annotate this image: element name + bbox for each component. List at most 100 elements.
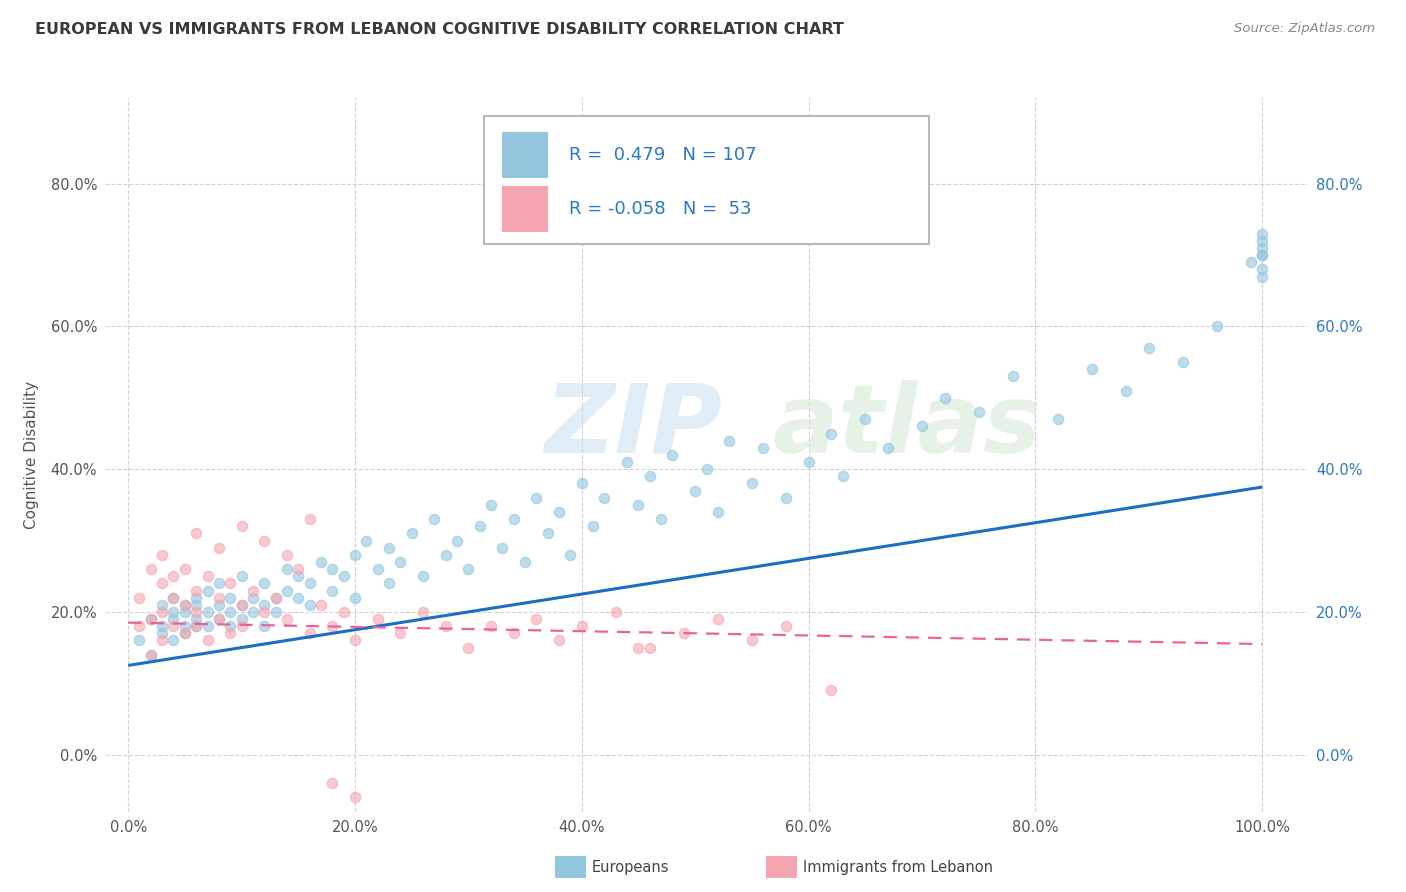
Point (253, 605, 276, 619)
Text: R =  0.479   N = 107: R = 0.479 N = 107 (569, 146, 756, 164)
Point (150, 548, 173, 562)
Point (853, 412, 876, 426)
Text: ZIP: ZIP (544, 380, 723, 473)
Point (457, 640, 479, 655)
Point (526, 612, 548, 626)
Point (775, 491, 797, 505)
Point (162, 591, 184, 605)
Point (253, 533, 276, 548)
Point (264, 591, 287, 605)
Point (276, 612, 298, 626)
Point (208, 576, 231, 591)
Point (367, 562, 389, 576)
Point (820, 683, 842, 698)
Point (128, 591, 150, 605)
Point (208, 598, 231, 612)
Point (208, 541, 231, 555)
Point (423, 512, 446, 526)
Point (309, 555, 332, 569)
Point (298, 626, 321, 640)
Point (627, 498, 650, 512)
Point (150, 619, 173, 633)
Point (231, 619, 253, 633)
Point (186, 619, 208, 633)
Point (526, 491, 548, 505)
Text: Immigrants from Lebanon: Immigrants from Lebanon (803, 860, 993, 874)
Point (219, 626, 242, 640)
Point (1251, 248, 1274, 262)
Point (343, 633, 366, 648)
Point (186, 612, 208, 626)
Point (1047, 412, 1070, 426)
Point (173, 598, 195, 612)
Point (128, 633, 150, 648)
Point (479, 619, 502, 633)
Point (173, 598, 195, 612)
Point (298, 576, 321, 591)
Point (1115, 384, 1137, 398)
Point (605, 605, 627, 619)
Point (650, 512, 672, 526)
Point (321, 776, 343, 790)
Point (1081, 362, 1104, 376)
Point (219, 591, 242, 605)
FancyBboxPatch shape (502, 132, 548, 178)
Point (173, 562, 195, 576)
Point (231, 598, 253, 612)
Point (309, 598, 332, 612)
Point (264, 605, 287, 619)
Point (186, 605, 208, 619)
Point (593, 491, 616, 505)
Point (162, 605, 184, 619)
Point (208, 612, 231, 626)
Point (173, 626, 195, 640)
Point (264, 591, 287, 605)
Point (186, 591, 208, 605)
Point (139, 562, 162, 576)
Point (672, 626, 695, 640)
Point (128, 619, 150, 633)
FancyBboxPatch shape (484, 116, 929, 244)
Point (356, 533, 378, 548)
Point (162, 619, 184, 633)
Point (548, 505, 571, 519)
Point (139, 648, 162, 662)
Point (242, 583, 264, 598)
Point (253, 619, 276, 633)
Point (571, 619, 593, 633)
Point (1251, 262, 1274, 277)
Y-axis label: Cognitive Disability: Cognitive Disability (24, 381, 39, 529)
Text: Source: ZipAtlas.com: Source: ZipAtlas.com (1234, 22, 1375, 36)
Point (378, 576, 401, 591)
Point (253, 576, 276, 591)
Point (537, 526, 560, 541)
Point (446, 533, 468, 548)
Point (479, 498, 502, 512)
Point (150, 633, 173, 648)
Point (162, 612, 184, 626)
Point (276, 548, 298, 562)
Text: R = -0.058   N =  53: R = -0.058 N = 53 (569, 200, 752, 218)
Point (741, 476, 763, 491)
Point (298, 598, 321, 612)
Text: EUROPEAN VS IMMIGRANTS FROM LEBANON COGNITIVE DISABILITY CORRELATION CHART: EUROPEAN VS IMMIGRANTS FROM LEBANON COGN… (35, 22, 844, 37)
Point (1251, 248, 1274, 262)
Point (150, 598, 173, 612)
Point (582, 519, 605, 533)
Point (434, 548, 457, 562)
Point (401, 526, 423, 541)
Point (287, 591, 309, 605)
Point (560, 548, 582, 562)
Point (877, 441, 900, 455)
Point (242, 591, 264, 605)
Point (741, 633, 763, 648)
Point (287, 562, 309, 576)
Point (831, 469, 853, 483)
Point (231, 612, 253, 626)
Point (162, 591, 184, 605)
Text: atlas: atlas (773, 380, 1042, 473)
Point (242, 605, 264, 619)
Point (661, 448, 683, 462)
Point (343, 591, 366, 605)
Point (1240, 255, 1263, 269)
